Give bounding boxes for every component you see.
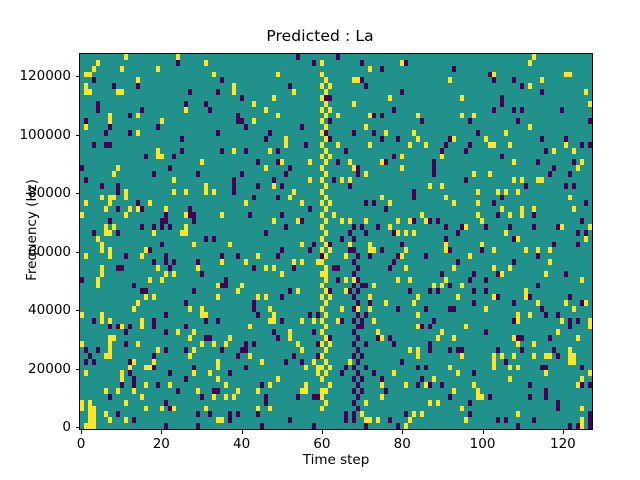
y-tick-mark bbox=[75, 310, 79, 312]
y-tick-label: 0 bbox=[62, 419, 71, 436]
y-tick-mark bbox=[75, 134, 79, 136]
x-tick-label: 100 bbox=[469, 436, 496, 452]
y-tick-mark bbox=[75, 368, 79, 370]
x-axis-label: Time step bbox=[302, 452, 370, 468]
x-tick-mark bbox=[482, 430, 484, 434]
x-tick-label: 60 bbox=[313, 436, 331, 452]
x-tick-label: 120 bbox=[549, 436, 576, 452]
x-tick-label: 0 bbox=[76, 436, 86, 452]
spectrogram-heatmap bbox=[80, 54, 592, 429]
y-tick-mark bbox=[75, 427, 79, 429]
x-tick-mark bbox=[241, 430, 243, 434]
spectrogram-axes bbox=[79, 53, 593, 430]
y-tick-label: 120000 bbox=[19, 68, 71, 85]
x-tick-mark bbox=[402, 430, 404, 434]
chart-title: Predicted : La bbox=[266, 27, 374, 45]
y-tick-label: 80000 bbox=[28, 185, 71, 202]
y-tick-mark bbox=[75, 251, 79, 253]
y-tick-mark bbox=[75, 76, 79, 78]
x-tick-label: 80 bbox=[393, 436, 411, 452]
y-tick-label: 100000 bbox=[19, 126, 71, 143]
x-tick-label: 20 bbox=[152, 436, 170, 452]
x-tick-mark bbox=[81, 430, 82, 434]
y-tick-label: 60000 bbox=[28, 243, 71, 260]
y-tick-mark bbox=[75, 193, 79, 195]
y-axis-label: Frequency (Hz) bbox=[24, 179, 40, 281]
x-tick-mark bbox=[161, 430, 163, 434]
x-tick-mark bbox=[321, 430, 323, 434]
x-tick-label: 40 bbox=[233, 436, 251, 452]
y-tick-label: 40000 bbox=[28, 302, 71, 319]
y-tick-label: 20000 bbox=[28, 360, 71, 377]
x-tick-mark bbox=[562, 430, 564, 434]
